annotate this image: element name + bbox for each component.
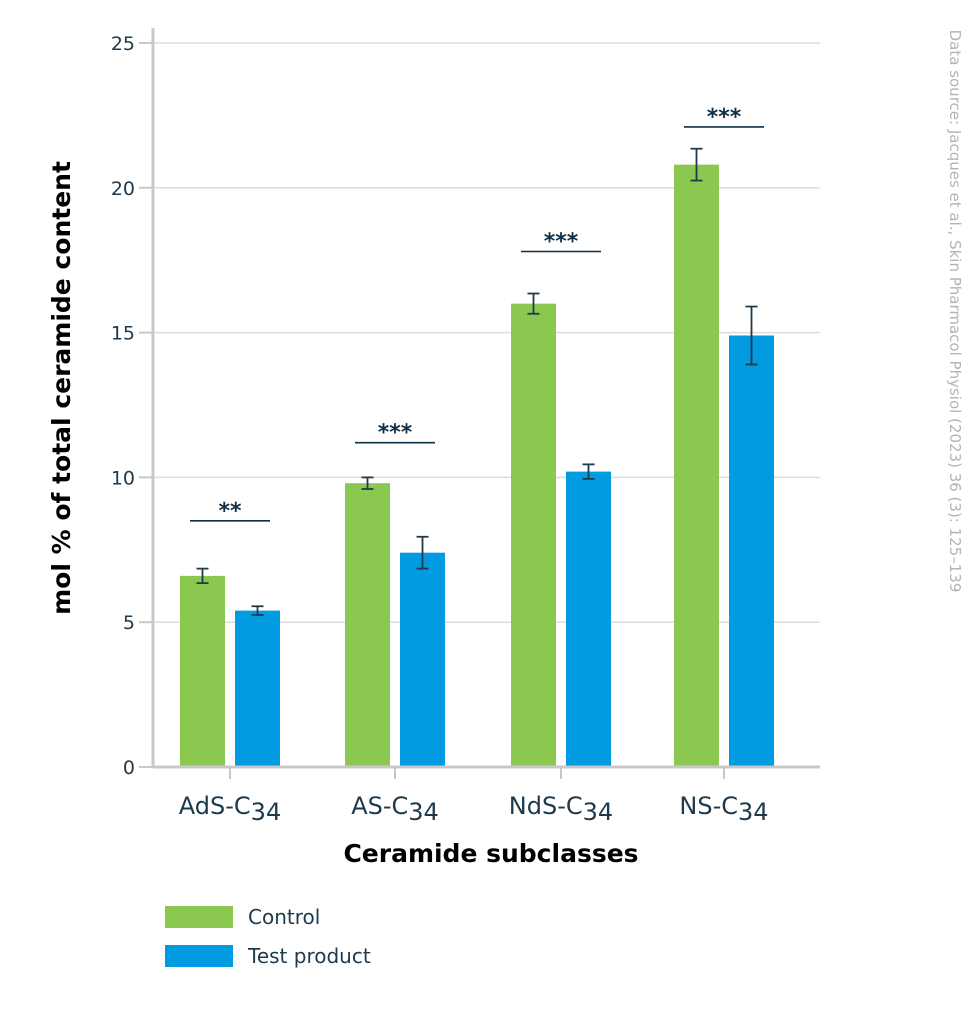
legend: Control Test product: [165, 905, 371, 968]
significance-label: **: [218, 499, 242, 524]
x-tick-label: AS-C34: [351, 792, 439, 826]
y-tick-label: 20: [111, 178, 135, 200]
y-tick-label: 10: [111, 467, 135, 489]
axes: [151, 28, 820, 769]
bar-test-product: [235, 610, 280, 767]
y-tick-label: 5: [123, 612, 135, 634]
data-source-note: Data source: Jacques et al., Skin Pharma…: [946, 30, 964, 593]
bar-test-product: [400, 552, 445, 767]
category-name: AdS-C: [179, 792, 251, 820]
significance-label: ***: [544, 230, 579, 255]
y-tick-label: 25: [111, 33, 135, 55]
x-tick-label: AdS-C34: [179, 792, 281, 826]
x-tick-label: NS-C34: [679, 792, 768, 826]
category-name: NdS-C: [509, 792, 583, 820]
x-tick-label: NdS-C34: [509, 792, 613, 826]
significance-label: ***: [707, 105, 742, 130]
category-name: AS-C: [351, 792, 408, 820]
legend-label: Test product: [247, 944, 371, 968]
bars: [180, 147, 774, 767]
legend-swatch: [165, 906, 233, 928]
significance-label: ***: [378, 421, 413, 446]
y-tick-label: 15: [111, 323, 135, 345]
legend-label: Control: [248, 905, 320, 929]
legend-swatch: [165, 945, 233, 967]
category-subscript: 34: [408, 798, 439, 826]
bar-test-product: [729, 335, 774, 767]
bar-control: [511, 303, 556, 767]
bar-control: [674, 164, 719, 767]
bar-control: [345, 483, 390, 767]
category-subscript: 34: [738, 798, 769, 826]
bar-test-product: [566, 471, 611, 767]
significance-markers: ***********: [190, 105, 764, 524]
y-axis-title: mol % of total ceramide content: [47, 161, 76, 615]
bar-control: [180, 575, 225, 767]
category-subscript: 34: [583, 798, 614, 826]
y-tick-label: 0: [123, 757, 135, 779]
x-axis-title: Ceramide subclasses: [343, 839, 638, 868]
category-subscript: 34: [251, 798, 282, 826]
category-name: NS-C: [679, 792, 738, 820]
